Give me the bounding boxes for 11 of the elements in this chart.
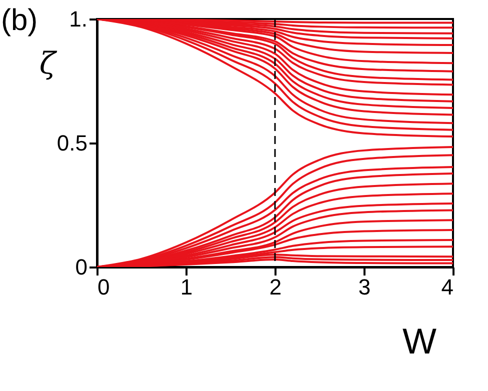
y-tick-label: 0.5	[56, 130, 88, 156]
x-tick-label: 0	[98, 274, 110, 300]
x-tick-label: 4	[441, 274, 454, 300]
y-axis-title: ζ	[39, 46, 58, 82]
x-tick-label: 3	[358, 274, 371, 300]
y-tick-label: 1.	[69, 6, 88, 32]
x-tick-label: 1	[180, 274, 193, 300]
x-tick-label: 2	[269, 274, 282, 300]
x-axis-title: W	[402, 320, 436, 362]
chart-title: (b)	[1, 4, 38, 37]
y-tick-label: 0	[75, 254, 88, 280]
